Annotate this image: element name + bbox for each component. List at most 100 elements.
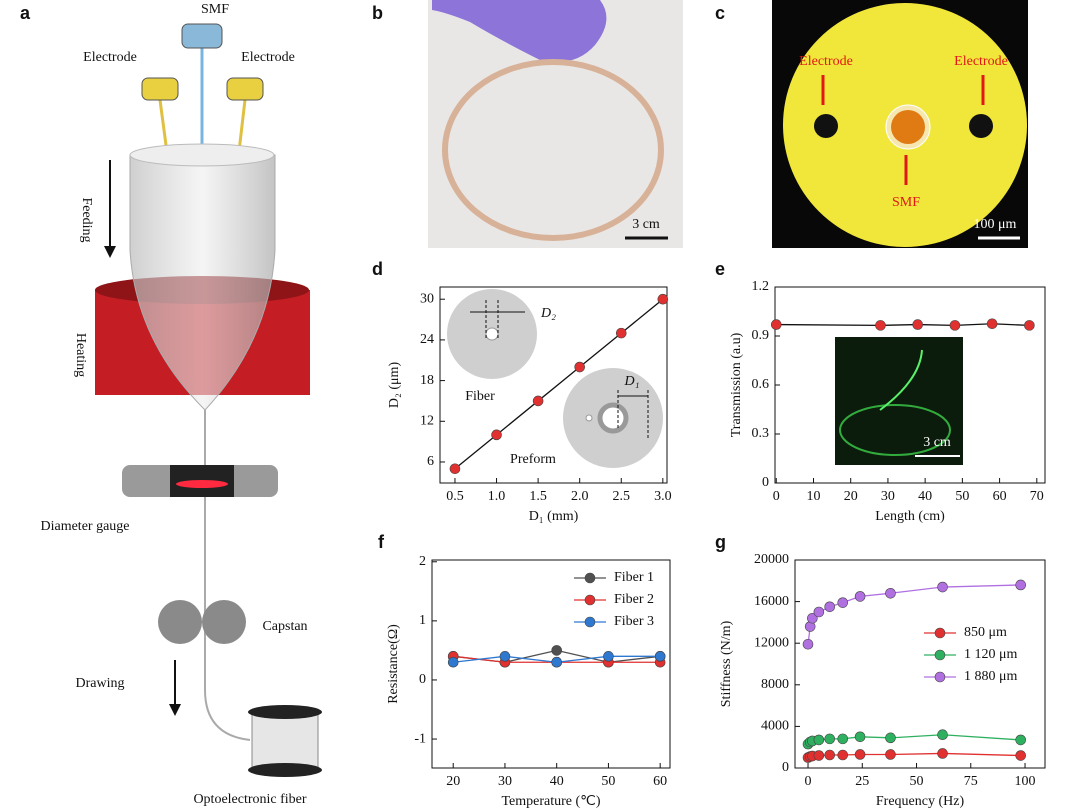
label: Electrode — [83, 50, 137, 65]
x-tick-label: 40 — [550, 774, 564, 789]
point — [986, 318, 998, 330]
legend-label: 1 120 μm — [964, 647, 1018, 662]
fiber — [204, 410, 251, 741]
label: SMF — [201, 2, 229, 17]
plot-frame — [431, 559, 671, 769]
point — [1015, 734, 1026, 746]
point — [449, 463, 461, 475]
y-tick-label: 0.3 — [752, 426, 770, 441]
scale-label: 100 μm — [974, 217, 1017, 232]
label: Feeding — [79, 197, 94, 242]
capstan — [202, 600, 246, 644]
y-tick-label: 16000 — [754, 594, 789, 609]
x-tick-label: 60 — [993, 489, 1007, 504]
point — [824, 749, 836, 761]
label: Electrode — [954, 54, 1008, 69]
y-axis-label: Stiffness (N/m) — [719, 620, 734, 707]
y-axis-label: Resistance(Ω) — [386, 624, 401, 704]
point — [824, 733, 836, 745]
y-tick-label: 12 — [420, 414, 434, 429]
label: Electrode — [799, 54, 853, 69]
panel-label: c — [715, 3, 725, 23]
point — [937, 581, 948, 593]
legend-marker — [934, 671, 946, 683]
point — [854, 591, 866, 602]
point — [837, 749, 849, 761]
point — [885, 732, 896, 744]
gauge-laser — [176, 480, 228, 488]
label: Drawing — [76, 676, 125, 691]
inset-d: D₂ Fiber D₁ Preform — [447, 289, 663, 468]
point — [937, 729, 948, 741]
y-axis-label: Transmission (a.u) — [729, 332, 744, 437]
core — [597, 402, 629, 434]
y-tick-label: 0 — [762, 475, 769, 490]
fiber-glow — [879, 349, 923, 411]
fiber-glow — [839, 404, 951, 456]
spool-end — [248, 705, 322, 719]
legend-marker — [934, 649, 946, 661]
spool-end — [248, 763, 322, 777]
y-tick-label: -1 — [414, 731, 426, 746]
panel-label: d — [372, 259, 383, 279]
x-tick-label: 20 — [844, 489, 858, 504]
x-tick-label: 2.0 — [571, 489, 589, 504]
hole — [585, 414, 593, 422]
x-tick-label: 60 — [653, 774, 667, 789]
point — [551, 656, 562, 668]
point — [837, 733, 849, 745]
legend-label: 1 880 μm — [964, 669, 1018, 684]
preform-top — [129, 143, 275, 167]
point — [615, 327, 627, 339]
legend-label: Fiber 2 — [614, 592, 654, 607]
point — [499, 651, 511, 662]
annotation: D₁ — [624, 374, 640, 389]
panel-label: g — [715, 532, 726, 552]
x-tick-label: 3.0 — [654, 489, 672, 504]
arrow-head — [104, 246, 116, 258]
x-axis-label: Length (cm) — [875, 509, 945, 524]
point — [447, 656, 459, 668]
point — [885, 587, 896, 599]
x-tick-label: 0 — [773, 489, 780, 504]
core — [485, 327, 499, 341]
x-axis-label: Temperature (℃) — [501, 794, 600, 809]
legend-label: Fiber 1 — [614, 570, 654, 585]
point — [654, 651, 666, 662]
x-tick-label: 50 — [955, 489, 969, 504]
x-tick-label: 2.5 — [613, 489, 631, 504]
point — [532, 395, 544, 407]
scale-label: 3 cm — [632, 217, 660, 232]
y-tick-label: 18 — [420, 373, 434, 388]
x-tick-label: 0.5 — [446, 489, 464, 504]
smf-spool — [181, 23, 223, 49]
y-tick-label: 0.6 — [752, 377, 770, 392]
y-tick-label: 0.9 — [752, 328, 770, 343]
panel-label: b — [372, 3, 383, 23]
panel-a: a SMF Electrode Electrode Feeding Heatin… — [20, 2, 322, 807]
preform — [129, 154, 276, 411]
point — [937, 748, 948, 759]
y-tick-label: 0 — [419, 672, 426, 687]
x-tick-label: 30 — [881, 489, 895, 504]
label: Diameter gauge — [40, 519, 129, 534]
x-axis-label: D₁ (mm) — [529, 509, 579, 524]
point — [1024, 320, 1035, 331]
smf-core — [891, 110, 925, 144]
arrow-head — [169, 704, 181, 716]
x-tick-label: 50 — [601, 774, 615, 789]
electrode-hole — [969, 114, 993, 138]
legend-label: 850 μm — [964, 625, 1007, 640]
y-tick-label: 20000 — [754, 552, 789, 567]
point — [813, 606, 825, 618]
point — [837, 597, 849, 608]
label: Electrode — [241, 50, 295, 65]
point — [854, 749, 866, 760]
point — [813, 750, 825, 761]
label: Optoelectronic fiber — [193, 792, 306, 807]
capstan — [158, 600, 202, 644]
point — [802, 638, 814, 650]
x-tick-label: 25 — [855, 774, 869, 789]
label: SMF — [892, 195, 920, 210]
y-axis-label: D₂ (μm) — [387, 362, 402, 409]
